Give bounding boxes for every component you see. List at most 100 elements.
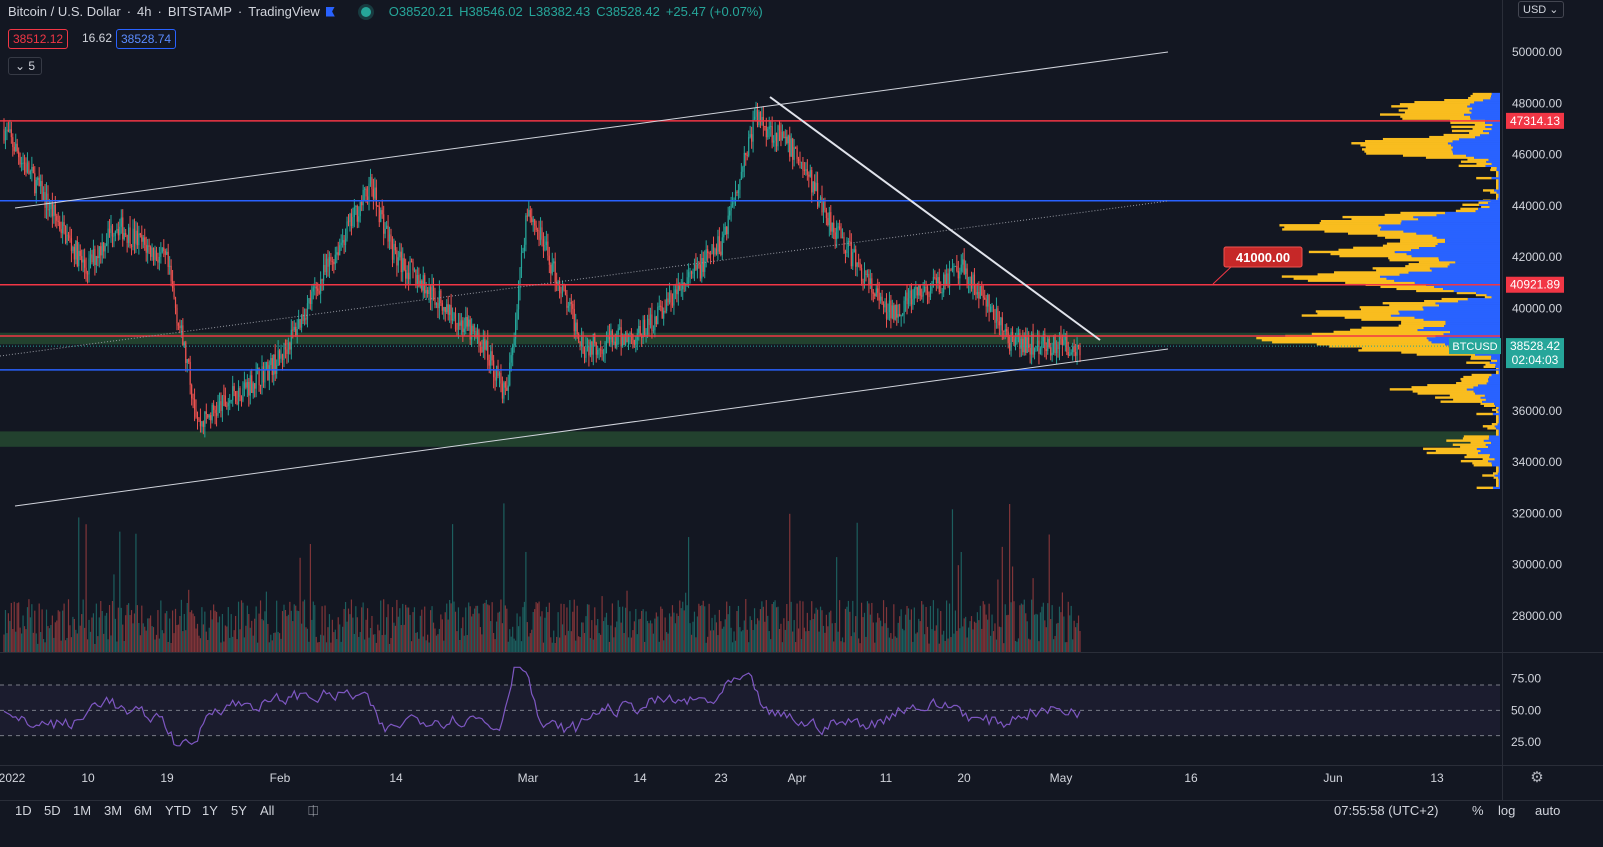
candle-body [912, 299, 914, 305]
candle-body [374, 187, 376, 199]
volume-profile-bar [1498, 193, 1500, 196]
flag-icon[interactable] [325, 6, 335, 17]
volume-profile-bar [1488, 437, 1500, 440]
timeframe-5y[interactable]: 5Y [231, 803, 247, 818]
candle-body [296, 329, 298, 336]
volume-bar [188, 589, 190, 652]
volume-profile-bar [1441, 297, 1468, 301]
volume-bar [300, 623, 303, 652]
volume-bar [309, 544, 311, 652]
volume-bar [394, 625, 397, 652]
timeframe-ytd[interactable]: YTD [165, 803, 191, 818]
candle-body [803, 170, 806, 171]
interval-label[interactable]: 4h [137, 4, 152, 19]
candle-body [320, 279, 322, 294]
market-status-icon[interactable] [360, 6, 371, 17]
volume-bar [51, 615, 53, 652]
volume-bar [1047, 603, 1049, 652]
auto-scale-button[interactable]: auto [1535, 803, 1561, 818]
volume-bar [259, 600, 262, 652]
timeframe-1m[interactable]: 1M [73, 803, 92, 818]
volume-profile-bar [1432, 234, 1500, 237]
symbol-title[interactable]: Bitcoin / U.S. Dollar [8, 4, 121, 19]
candle-body [831, 222, 833, 232]
timeframe-1y[interactable]: 1Y [202, 803, 218, 818]
candle-body [79, 250, 81, 257]
timeframe-5d[interactable]: 5D [44, 803, 61, 818]
candle-body [616, 334, 618, 348]
volume-profile-bar [1485, 125, 1500, 129]
volume-bar [682, 601, 684, 652]
volume-bar [406, 607, 408, 652]
candle-body [727, 215, 729, 235]
candle-body [107, 228, 109, 244]
timeframe-1d[interactable]: 1D [15, 803, 32, 818]
volume-bar [339, 624, 341, 652]
volume-profile-bar [1416, 232, 1500, 235]
candle-body [509, 362, 511, 386]
clock[interactable]: 07:55:58 (UTC+2) [1334, 803, 1439, 818]
candle-body [579, 341, 581, 347]
timeframe-all[interactable]: All [260, 803, 275, 818]
volume-bar [592, 639, 594, 652]
volume-profile-bar [1344, 316, 1415, 319]
volume-profile-bar [1400, 222, 1500, 225]
volume-bar [1039, 612, 1042, 652]
sell-price-button[interactable]: 38512.12 [8, 29, 69, 49]
volume-bar [397, 616, 399, 652]
volume-bar [730, 627, 732, 652]
candle-body [764, 126, 766, 127]
timeframe-6m[interactable]: 6M [134, 803, 153, 818]
volume-bar [1066, 642, 1068, 652]
volume-bar [604, 617, 606, 652]
volume-bar [504, 605, 506, 652]
timeframe-3m[interactable]: 3M [104, 803, 123, 818]
candle-body [451, 318, 454, 321]
candle-body [3, 128, 5, 141]
candle-body [154, 250, 156, 261]
volume-profile-bar [1414, 281, 1500, 284]
candle-body [981, 286, 983, 296]
candle-body [229, 400, 231, 403]
volume-bar [1011, 566, 1014, 652]
candle-body [960, 264, 962, 272]
volume-bar [312, 601, 314, 652]
volume-bar [771, 604, 773, 652]
volume-profile-bar [1452, 443, 1486, 446]
chart-canvas[interactable]: 41000.0050000.0048000.0046000.0044000.00… [0, 0, 1603, 800]
volume-bar [1077, 615, 1080, 652]
candle-body [259, 385, 262, 387]
volume-bar [994, 623, 996, 652]
log-scale-button[interactable]: log [1498, 803, 1516, 818]
volume-bar [709, 630, 712, 652]
volume-profile-bar [1489, 435, 1500, 438]
currency-selector[interactable]: USD ⌄ [1518, 1, 1564, 18]
volume-bar [311, 619, 313, 652]
volume-bar [277, 631, 279, 652]
buy-price-button[interactable]: 38528.74 [116, 29, 177, 49]
volume-profile-bar [1496, 416, 1499, 420]
volume-bar [196, 623, 199, 652]
volume-bar [645, 611, 647, 652]
volume-profile-bar [1466, 361, 1490, 364]
candle-body [1028, 337, 1030, 348]
percent-scale-button[interactable]: % [1472, 803, 1484, 818]
volume-profile-bar [1450, 121, 1486, 124]
candle-body [856, 262, 858, 267]
date-range-icon[interactable]: ⎅ [308, 803, 319, 818]
candle-body [519, 268, 521, 290]
candle-body [400, 251, 402, 273]
volume-profile-bar [1497, 423, 1500, 426]
rsi-axis-label: 75.00 [1511, 672, 1541, 686]
candle-body [142, 237, 144, 242]
price-axis-label: 30000.00 [1512, 558, 1562, 572]
candle-body [838, 226, 841, 229]
candle-body [827, 218, 829, 226]
candle-body [802, 161, 804, 171]
volume-profile-bar [1399, 312, 1500, 315]
volume-profile-bar [1451, 144, 1500, 147]
candle-body [493, 360, 495, 378]
volume-profile-bar [1485, 363, 1496, 366]
indicators-toggle[interactable]: ⌄ 5 [8, 57, 43, 75]
volume-bar [82, 599, 84, 652]
